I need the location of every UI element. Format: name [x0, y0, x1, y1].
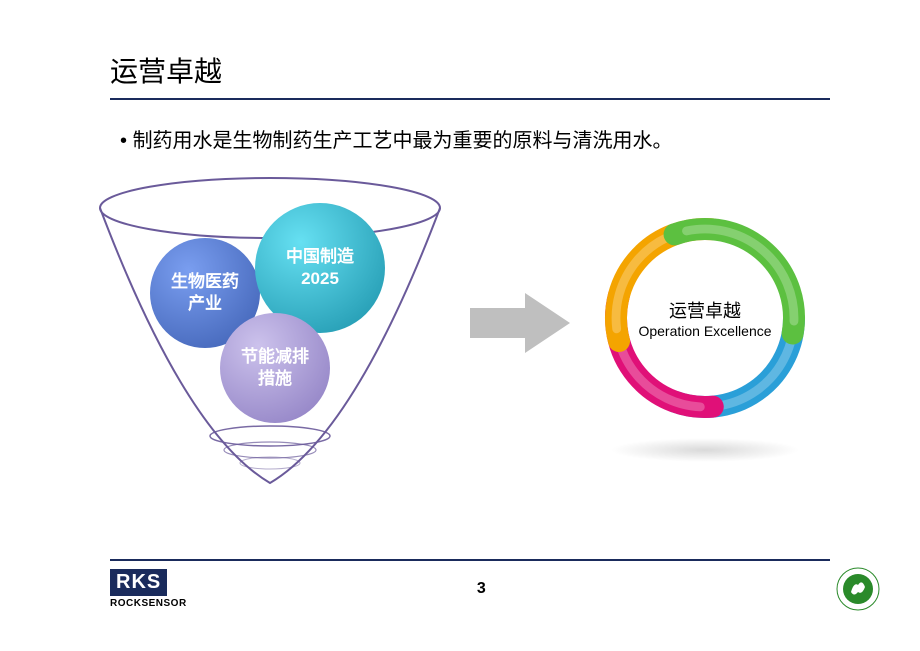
ring-label: 运营卓越 Operation Excellence [605, 297, 805, 339]
ring-label-cn: 运营卓越 [605, 297, 805, 323]
arrow-icon [470, 293, 570, 353]
ring-container: 运营卓越 Operation Excellence [580, 193, 830, 443]
rks-box: RKS [110, 569, 167, 596]
bullet-text: 制药用水是生物制药生产工艺中最为重要的原料与清洗用水。 [120, 124, 830, 153]
slide-title: 运营卓越 [110, 50, 830, 90]
rks-sub: ROCKSENSOR [110, 598, 187, 609]
diagram-area: 生物医药产业 中国制造2025 节能减排措施 运营卓越 Operation Ex… [110, 183, 830, 503]
circle-energy: 节能减排措施 [220, 313, 330, 423]
rks-logo: RKS ROCKSENSOR [110, 569, 187, 609]
title-rule [110, 98, 830, 100]
cofdie-logo-icon [836, 567, 880, 611]
ring-label-en: Operation Excellence [605, 323, 805, 339]
footer: RKS ROCKSENSOR 3 [110, 559, 880, 611]
footer-rule [110, 559, 830, 561]
ring-shadow [610, 438, 800, 462]
circle-biomedical-label: 生物医药产业 [171, 271, 239, 315]
circle-china2025-label: 中国制造2025 [286, 246, 354, 290]
page-number: 3 [477, 580, 486, 598]
circle-energy-label: 节能减排措施 [241, 346, 309, 390]
